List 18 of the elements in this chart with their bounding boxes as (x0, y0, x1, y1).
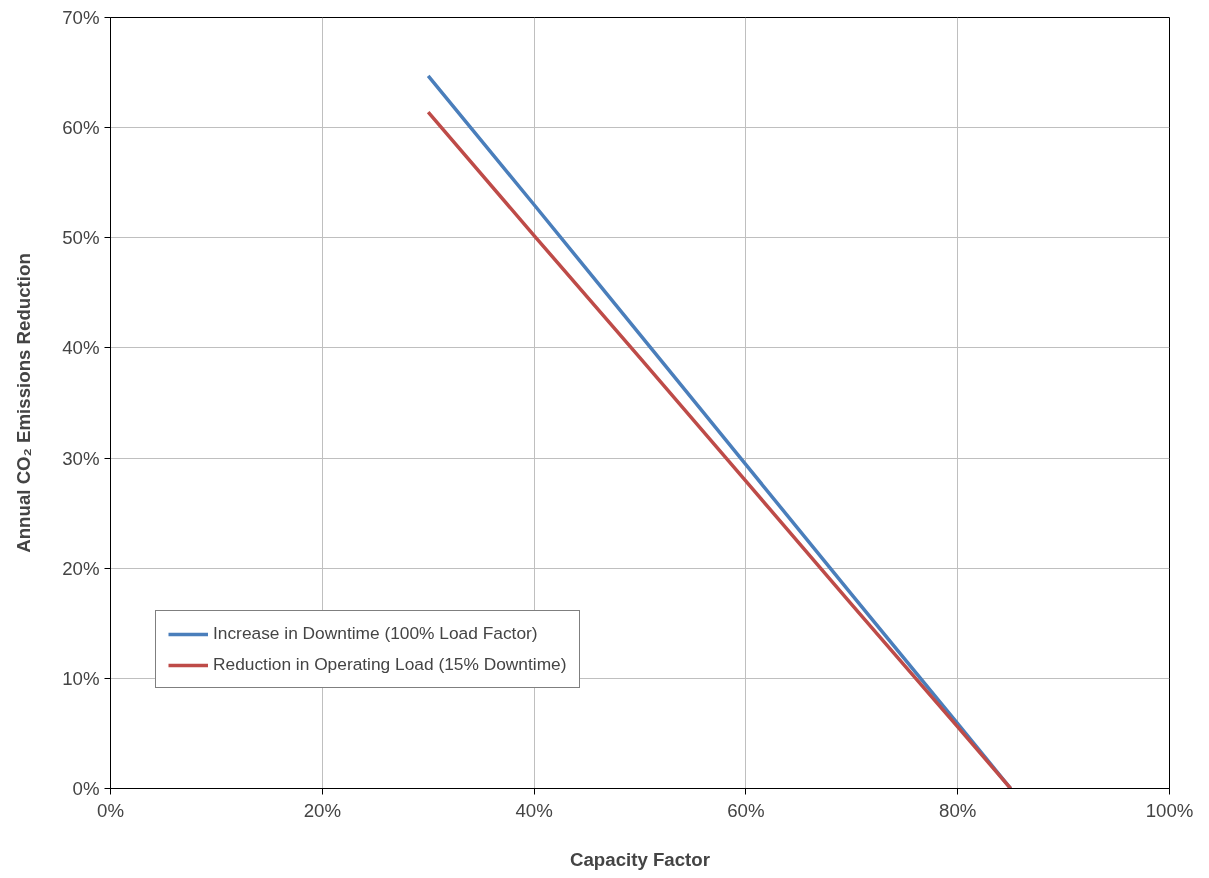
y-tick-label: 40% (62, 337, 100, 359)
y-tick-label: 60% (62, 117, 100, 139)
x-tick-label: 40% (515, 799, 553, 821)
x-tick-label: 60% (727, 799, 765, 821)
x-tick-label: 80% (939, 799, 977, 821)
y-tick-label: 70% (62, 7, 100, 28)
x-axis-title: Capacity Factor (570, 848, 710, 870)
y-tick-label: 20% (62, 557, 100, 579)
y-tick-label: 10% (62, 667, 100, 689)
y-tick-label: 0% (72, 778, 100, 799)
y-axis-title: Annual CO₂ Emissions Reduction (13, 253, 35, 553)
y-tick-label: 50% (62, 227, 100, 249)
x-tick-label: 20% (303, 799, 341, 821)
x-tick-label: 0% (97, 799, 124, 821)
legend-label: Increase in Downtime (100% Load Factor) (213, 623, 538, 644)
y-tick-label: 30% (62, 447, 100, 469)
legend-label: Reduction in Operating Load (15% Downtime) (213, 654, 567, 675)
x-tick-label: 100% (1145, 799, 1194, 821)
